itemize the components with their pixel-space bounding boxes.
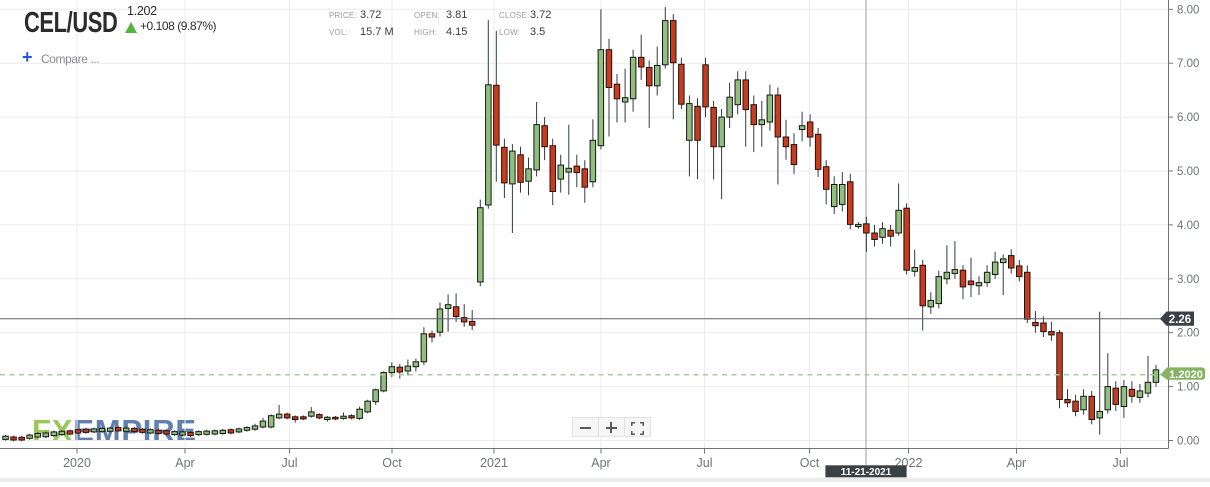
svg-text:2.26: 2.26 [1169, 314, 1191, 326]
svg-text:6.00: 6.00 [1177, 112, 1199, 124]
svg-text:Jul: Jul [282, 456, 298, 470]
svg-text:Oct: Oct [382, 456, 402, 470]
svg-text:Apr: Apr [591, 456, 610, 470]
svg-text:2020: 2020 [63, 456, 91, 470]
svg-text:2021: 2021 [480, 456, 508, 470]
svg-text:11-21-2021: 11-21-2021 [841, 467, 892, 478]
svg-text:Apr: Apr [175, 456, 194, 470]
svg-text:1.2020: 1.2020 [1169, 369, 1203, 381]
svg-text:Jul: Jul [697, 456, 713, 470]
svg-text:Oct: Oct [800, 456, 820, 470]
svg-text:3.00: 3.00 [1177, 274, 1199, 286]
svg-text:Apr: Apr [1007, 456, 1026, 470]
svg-text:8.00: 8.00 [1177, 4, 1199, 16]
svg-text:7.00: 7.00 [1177, 58, 1199, 70]
svg-text:4.00: 4.00 [1177, 220, 1199, 232]
svg-text:5.00: 5.00 [1177, 166, 1199, 178]
svg-text:2.00: 2.00 [1177, 328, 1199, 340]
svg-text:1.00: 1.00 [1177, 382, 1199, 394]
svg-text:0.00: 0.00 [1177, 436, 1199, 448]
svg-text:Jul: Jul [1113, 456, 1129, 470]
